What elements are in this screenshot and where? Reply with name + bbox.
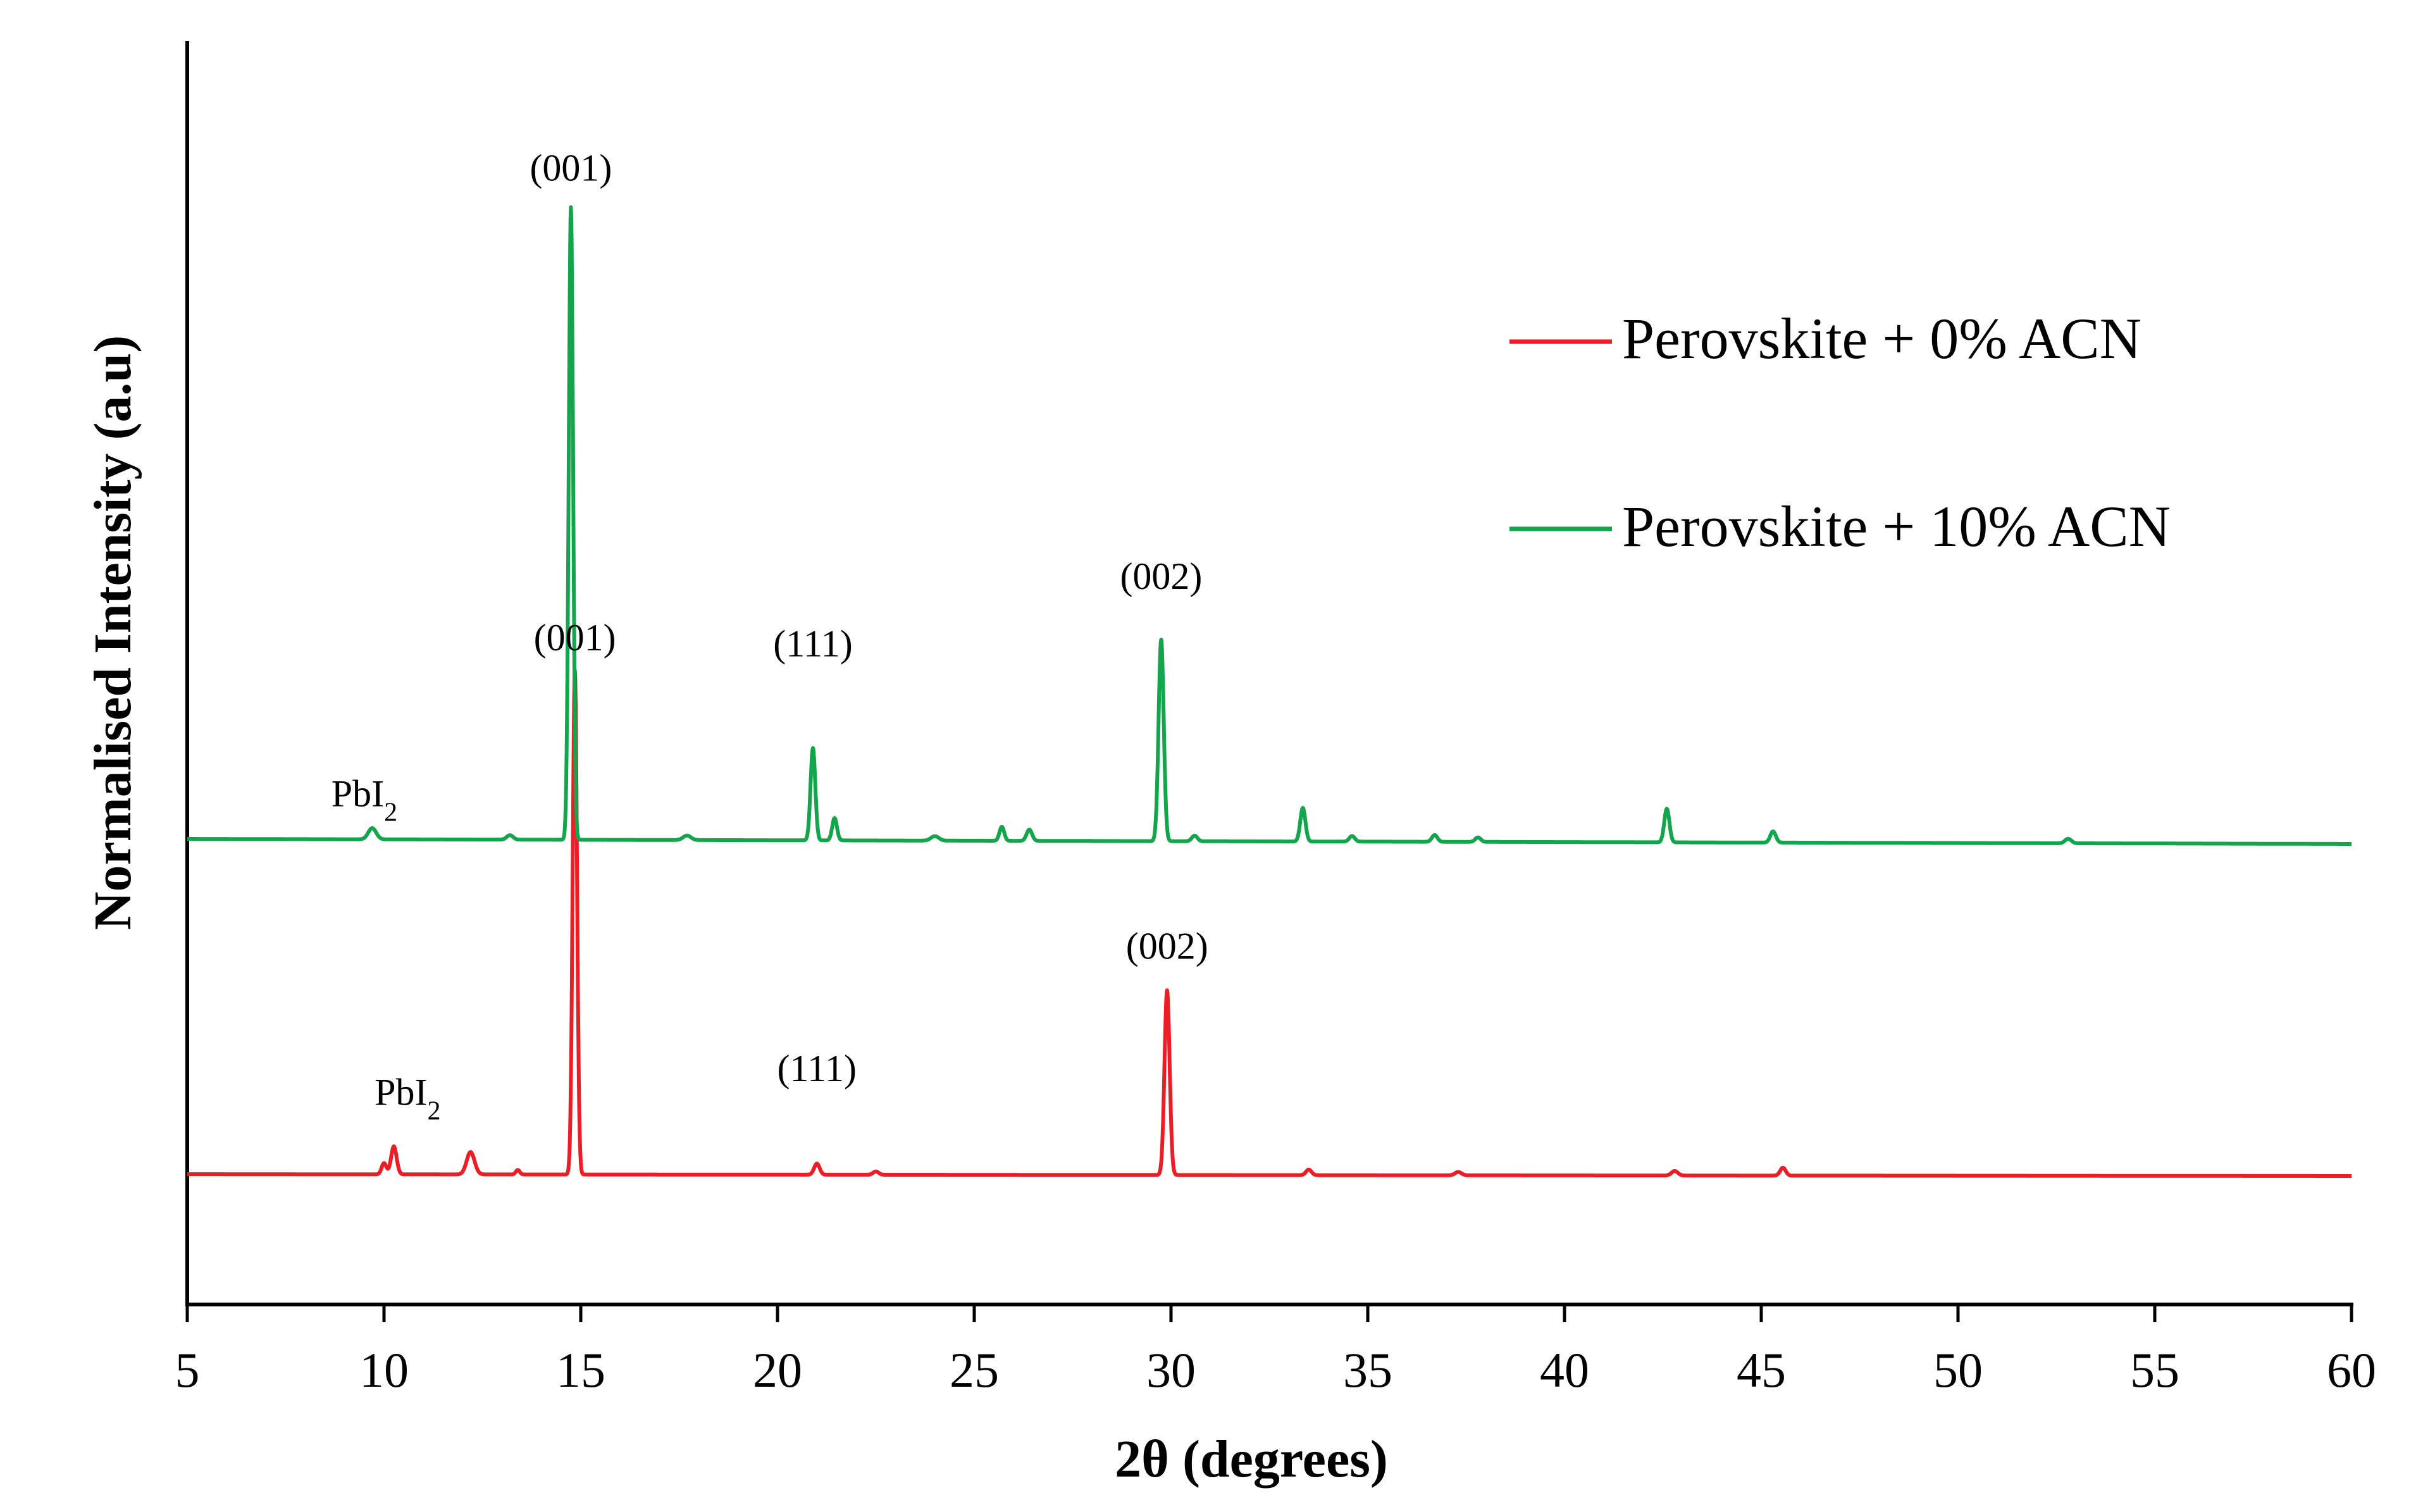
x-tick-label: 25 [950,1342,999,1397]
peak-label: (002) [1120,555,1202,597]
series-line-1 [185,205,2353,846]
peak-labels: PbI2 (001) (111) (002) PbI2 (001) (111) (002) [332,147,1208,1125]
x-ticks: 5 10 15 20 25 30 35 40 45 50 55 60 [175,1304,2376,1397]
legend: Perovskite + 0% ACN Perovskite + 10% ACN [1509,306,2171,559]
series-lines [185,205,2353,1178]
legend-label-1: Perovskite + 10% ACN [1622,494,2171,559]
x-tick-label: 15 [556,1342,605,1397]
x-tick-label: 60 [2327,1342,2376,1397]
y-axis-title: Normalised Intensity (a.u) [84,335,142,930]
peak-label: PbI2 [375,1071,440,1125]
x-tick-label: 5 [175,1342,200,1397]
x-axis-title: 2θ (degrees) [1115,1430,1388,1489]
peak-label: (111) [777,1048,857,1089]
axes [185,41,2353,1306]
peak-label: PbI2 [332,772,397,827]
x-tick-label: 45 [1737,1342,1786,1397]
legend-label-0: Perovskite + 0% ACN [1622,306,2141,371]
x-tick-label: 35 [1343,1342,1392,1397]
peak-label: (111) [773,623,853,664]
series-line-0 [185,669,2353,1178]
x-tick-label: 40 [1540,1342,1589,1397]
x-tick-label: 30 [1146,1342,1196,1397]
x-tick-label: 50 [1933,1342,1983,1397]
peak-label: (001) [530,147,612,189]
x-tick-label: 55 [2130,1342,2179,1397]
x-tick-label: 20 [753,1342,802,1397]
peak-label: (002) [1126,925,1208,967]
x-tick-label: 10 [359,1342,409,1397]
peak-label: (001) [534,617,616,659]
